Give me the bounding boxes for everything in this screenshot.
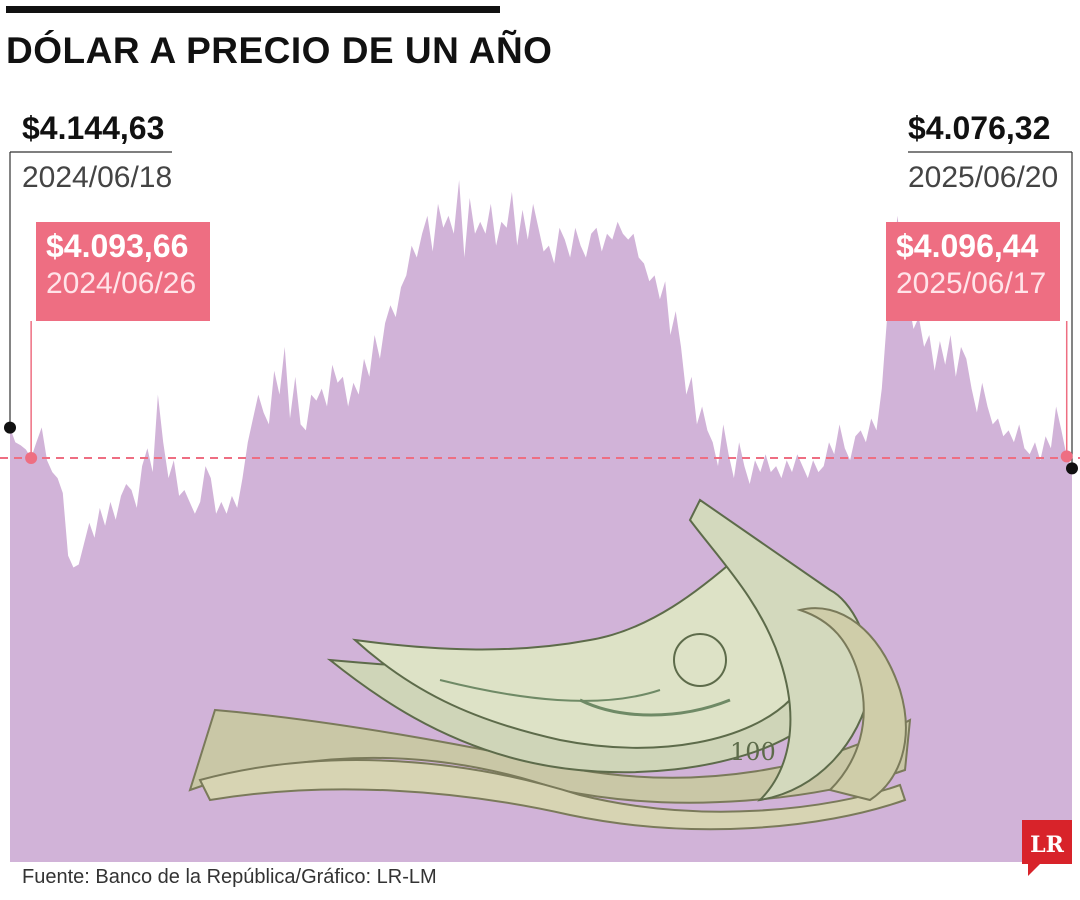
low-right-value: $4.096,44 [896, 228, 1039, 264]
dollar-bills-illustration: 100 [188, 498, 912, 831]
low-left-date: 2024/06/26 [46, 267, 197, 300]
low-left-label: $4.093,66 2024/06/26 [36, 222, 210, 321]
markers [4, 421, 1078, 475]
page-title: DÓLAR A PRECIO DE UN AÑO [6, 30, 553, 71]
svg-text:100: 100 [730, 738, 776, 766]
low-right-marker [1060, 450, 1073, 463]
end-marker [1066, 462, 1078, 475]
low-right-label: $4.096,44 2025/06/17 [886, 222, 1060, 321]
leader-lines [9, 151, 1073, 469]
low-left-marker [25, 452, 38, 464]
start-value: $4.144,63 [22, 110, 165, 146]
source-note: Fuente: Banco de la República/Gráfico: L… [22, 866, 437, 888]
low-right-date: 2025/06/17 [896, 267, 1047, 300]
low-left-value: $4.093,66 [46, 228, 189, 264]
logo-text: LR [1030, 832, 1064, 858]
start-marker [4, 421, 16, 434]
title-rule [6, 6, 500, 13]
lr-logo: LR [1022, 820, 1072, 876]
end-date: 2025/06/20 [908, 161, 1059, 194]
end-value: $4.076,32 [908, 110, 1051, 146]
start-date: 2024/06/18 [22, 161, 173, 194]
